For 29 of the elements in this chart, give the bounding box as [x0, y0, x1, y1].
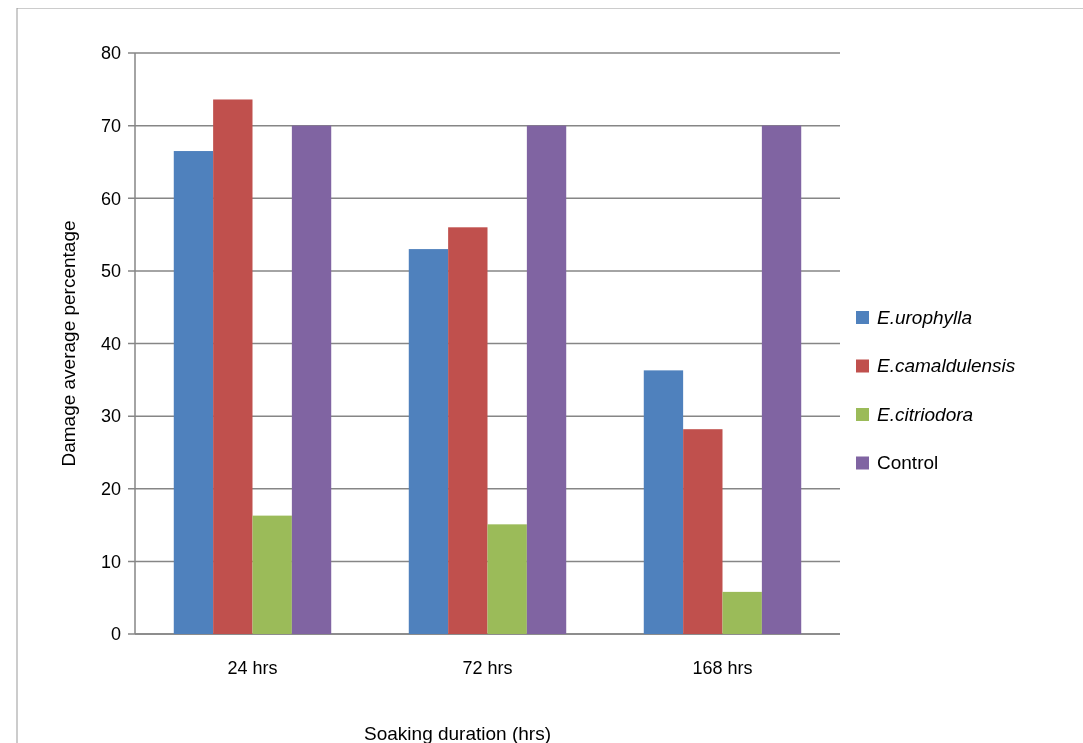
bar [408, 249, 449, 634]
bar [252, 515, 292, 634]
legend-label: E.citriodora [877, 403, 974, 425]
bar [291, 125, 332, 634]
y-tick-label: 20 [100, 479, 121, 500]
y-tick-label: 60 [100, 188, 121, 209]
y-tick-label: 50 [100, 261, 121, 282]
x-tick-label: 72 hrs [462, 658, 513, 678]
bar [683, 429, 723, 634]
y-axis-title: Damage average percentage [58, 220, 79, 467]
bar [173, 151, 214, 634]
y-tick-label: 0 [110, 624, 121, 645]
x-tick-label: 24 hrs [227, 658, 278, 678]
bar [643, 370, 684, 634]
bar [722, 591, 762, 634]
bar [487, 524, 527, 634]
legend-label: Control [877, 452, 939, 474]
bar [448, 227, 488, 634]
y-tick-label: 80 [100, 43, 121, 64]
bar [761, 125, 802, 634]
bar [213, 99, 253, 634]
y-tick-label: 10 [100, 551, 121, 572]
bar [526, 125, 567, 634]
legend-label: E.urophylla [877, 306, 973, 328]
y-tick-label: 30 [100, 406, 121, 427]
x-tick-label: 168 hrs [692, 658, 753, 678]
y-tick-label: 70 [100, 115, 121, 136]
legend-label: E.camaldulensis [877, 355, 1016, 377]
y-tick-label: 40 [100, 333, 121, 354]
